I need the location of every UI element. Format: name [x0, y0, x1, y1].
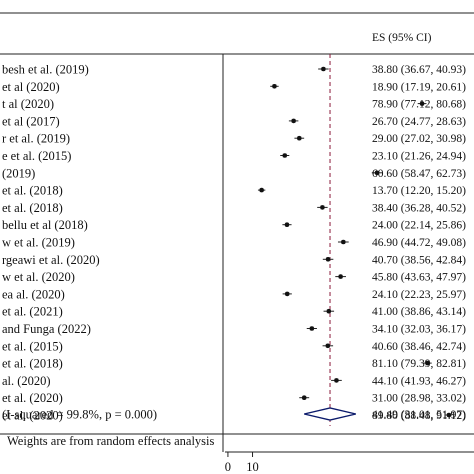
study-es-text: 26.70 (24.77, 28.63): [372, 116, 466, 128]
study-es-text: 41.00 (38.86, 43.14): [372, 306, 466, 318]
study-label: et al. (2020): [2, 391, 63, 405]
study-label: et al. (2018): [2, 184, 63, 198]
study-rows: besh et al. (2019) 38.80 (36.67, 40.93) et…: [2, 54, 466, 452]
es-column-header: ES (95% CI): [372, 32, 432, 44]
study-point: [296, 135, 302, 141]
study-label: al. (2020): [2, 374, 51, 388]
study-point: [326, 308, 332, 314]
study-point: [334, 378, 339, 383]
study-point: [282, 153, 288, 158]
study-point: [419, 101, 425, 106]
study-label: et al. (2020): [2, 409, 63, 423]
study-point: [284, 291, 290, 297]
overall-diamond: [304, 407, 356, 421]
study-es-text: 46.90 (44.72, 49.08): [372, 237, 466, 249]
study-es-text: 78.90 (77.12, 80.68): [372, 99, 466, 111]
study-es-text: 45.80 (43.63, 47.97): [372, 272, 466, 284]
study-es-text: 13.70 (12.20, 15.20): [372, 185, 466, 197]
study-es-text: 31.00 (28.98, 33.02): [372, 393, 466, 405]
study-label: et al. (2018): [2, 201, 63, 215]
study-es-text: 23.10 (21.26, 24.94): [372, 151, 466, 163]
study-label: t al (2020): [2, 97, 54, 111]
study-label: ea al. (2020): [2, 287, 65, 301]
study-es-text: 24.10 (22.23, 25.97): [372, 289, 466, 301]
study-label: et al (2017): [2, 114, 60, 128]
study-point: [309, 326, 315, 331]
study-label: besh et al. (2019): [2, 63, 89, 77]
study-label: bellu et al (2018): [2, 218, 88, 232]
study-point: [321, 66, 326, 72]
study-point: [259, 187, 264, 193]
study-point: [320, 205, 325, 210]
study-es-text: 34.10 (32.03, 36.17): [372, 324, 466, 336]
study-label: rgeawi et al. (2020): [2, 253, 100, 267]
study-label: w et al. (2020): [2, 270, 75, 284]
study-es-text: 40.70 (38.56, 42.84): [372, 254, 466, 266]
study-point: [338, 274, 343, 279]
study-point: [301, 395, 307, 401]
study-es-text: 24.00 (22.14, 25.86): [372, 220, 466, 232]
study-point: [446, 412, 452, 418]
study-point: [325, 257, 331, 262]
study-label: et al. (2018): [2, 357, 63, 371]
study-label: et al. (2015): [2, 339, 63, 353]
study-es-text: 89.80 (88.48, 91.12): [372, 410, 466, 422]
study-es-text: 44.10 (41.93, 46.27): [372, 375, 466, 387]
study-point: [425, 360, 430, 366]
study-label: and Funga (2022): [2, 322, 91, 336]
study-point: [291, 118, 296, 124]
study-point: [325, 343, 331, 349]
study-point: [272, 84, 277, 89]
x-tick-label: 10: [246, 460, 259, 474]
study-label: e et al. (2015): [2, 149, 71, 163]
footnote: Weights are from random effects analysis: [7, 434, 215, 448]
study-label: et al (2020): [2, 80, 60, 94]
study-label: w et al. (2019): [2, 236, 75, 250]
study-label: r et al. (2019): [2, 132, 70, 146]
study-label: et al. (2021): [2, 305, 63, 319]
x-tick-label: 0: [225, 460, 231, 474]
study-point: [284, 222, 290, 227]
study-es-text: 81.10 (79.39, 82.81): [372, 358, 466, 370]
study-point: [341, 239, 346, 245]
study-es-text: 40.60 (38.46, 42.74): [372, 341, 466, 353]
study-es-text: 18.90 (17.19, 20.61): [372, 81, 466, 93]
overall-es-text: 41.49 (31.01, 51.97): [372, 409, 466, 421]
overall-label: (I-squared = 99.8%, p = 0.000): [2, 408, 157, 422]
study-es-text: 38.80 (36.67, 40.93): [372, 64, 466, 76]
study-label: (2019): [2, 166, 35, 180]
study-es-text: 38.40 (36.28, 40.52): [372, 202, 466, 214]
study-es-text: 29.00 (27.02, 30.98): [372, 133, 466, 145]
x-axis-ticks: 0 10: [225, 452, 259, 474]
study-point: [374, 170, 380, 176]
study-es-text: 60.60 (58.47, 62.73): [372, 168, 466, 180]
